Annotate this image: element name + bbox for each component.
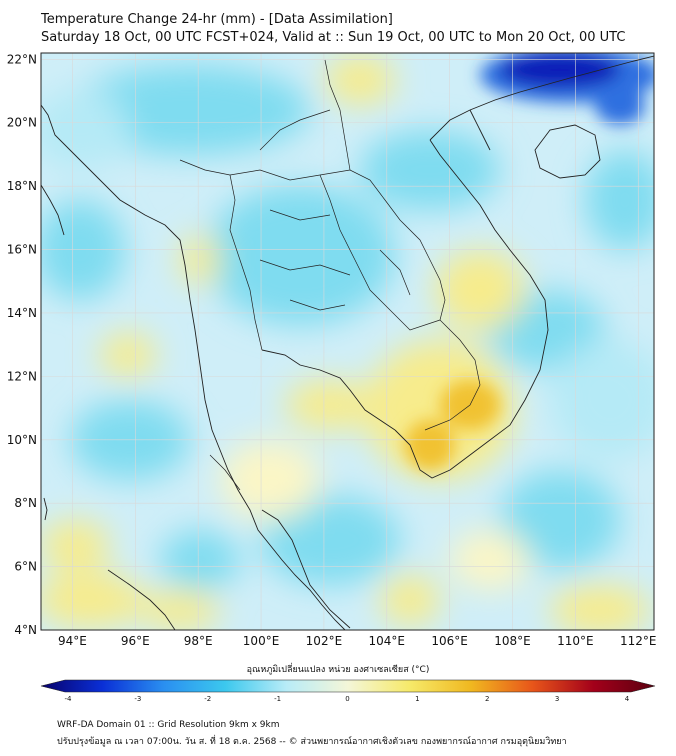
yellow-anomaly-area [380, 575, 440, 625]
province-border [229, 174, 263, 351]
colorbar-tick-label: -3 [134, 695, 141, 703]
yellow-anomaly-area [41, 520, 110, 570]
lat-tick-label: 12°N [7, 369, 37, 383]
coastline [394, 139, 549, 479]
dblue-anomaly-area [500, 53, 620, 88]
map-title: Temperature Change 24-hr (mm) - [Data As… [41, 12, 393, 27]
province-border [319, 174, 441, 331]
colorbar-tick-label: -2 [204, 695, 211, 703]
yellow-anomaly-area [140, 590, 220, 630]
anomaly-blobs [41, 55, 654, 630]
province-border [209, 454, 241, 491]
province-border [324, 59, 351, 171]
yellow-anomaly-area [41, 572, 145, 628]
province-border [289, 299, 346, 311]
yellow-anomaly-area [100, 333, 156, 377]
cyan-anomaly-area [260, 495, 400, 585]
colorbar-tick-label: -1 [274, 695, 281, 703]
model-info: WRF-DA Domain 01 :: Grid Resolution 9km … [57, 720, 280, 730]
lat-tick-label: 18°N [7, 179, 37, 193]
lyellow-anomaly-area [450, 530, 530, 590]
lcyan-anomaly-area [41, 90, 130, 170]
map-subtitle: Saturday 18 Oct, 00 UTC FCST+024, Valid … [41, 30, 626, 45]
lon-tick-label: 94°E [58, 634, 87, 648]
colorbar-tick-label: 4 [625, 695, 630, 703]
coastline [429, 55, 654, 141]
lat-tick-label: 6°N [14, 560, 37, 574]
lat-tick-label: 16°N [7, 243, 37, 257]
coastline [469, 109, 491, 151]
colorbar-tick-label: 3 [555, 695, 559, 703]
colorbar-ticks: -4 -3 -2 -1 0 1 2 3 4 [65, 695, 630, 703]
cyan-anomaly-area [70, 65, 310, 155]
cyan-anomaly-area [500, 470, 620, 570]
admin-boundaries [179, 59, 481, 491]
temperature-field [41, 53, 654, 630]
lon-tick-label: 110°E [557, 634, 594, 648]
lat-tick-label: 14°N [7, 306, 37, 320]
blue-anomaly-area [595, 85, 645, 125]
cyan-anomaly-area [205, 185, 395, 325]
longitude-tick-labels: 94°E 96°E 98°E 100°E 102°E 104°E 106°E 108°E 110… [58, 634, 657, 648]
colorbar-tick-label: 1 [415, 695, 419, 703]
lon-tick-label: 100°E [243, 634, 280, 648]
lcyan-anomaly-area [550, 340, 654, 460]
coastlines-and-borders [41, 55, 654, 630]
province-border [379, 249, 411, 296]
lon-tick-label: 98°E [184, 634, 213, 648]
colorbar-label: อุณหภูมิเปลี่ยนแปลง หน่วย องศาเซลเซียส (… [246, 665, 430, 675]
lat-tick-label: 10°N [7, 433, 37, 447]
province-border [424, 319, 481, 431]
lat-tick-label: 8°N [14, 496, 37, 510]
coastline [41, 104, 346, 630]
colorbar: -4 -3 -2 -1 0 1 2 3 4 [40, 679, 656, 703]
lon-tick-label: 102°E [306, 634, 343, 648]
yellow-anomaly-area [325, 55, 395, 105]
colorbar-bar [40, 679, 656, 693]
lon-tick-label: 112°E [620, 634, 657, 648]
cyan-anomaly-area [360, 130, 500, 210]
lon-tick-label: 96°E [121, 634, 150, 648]
colorbar-tick-label: -4 [65, 695, 73, 703]
cyan-anomaly-area [160, 530, 240, 590]
coastline [43, 497, 48, 521]
colorbar-tick-label: 0 [345, 695, 349, 703]
coastline [534, 124, 601, 179]
update-info: ปรับปรุงข้อมูล ณ เวลา 07:00น. วัน ส. ที่… [57, 737, 567, 747]
lat-tick-label: 22°N [7, 52, 37, 66]
coastline [107, 569, 176, 630]
lat-tick-label: 4°N [14, 623, 37, 637]
province-border [259, 259, 351, 276]
yellow-anomaly-area [435, 250, 525, 330]
yellow-anomaly-area [365, 340, 515, 480]
province-border [179, 159, 446, 321]
plot-frame [40, 52, 655, 631]
yellow-anomaly-area [285, 380, 375, 430]
colorbar-tick-label: 2 [485, 695, 489, 703]
coastline [41, 184, 65, 236]
lon-tick-label: 106°E [431, 634, 468, 648]
cyan-anomaly-area [585, 150, 654, 250]
orange-anomaly-area [405, 420, 455, 470]
province-border [259, 109, 331, 151]
yellow-anomaly-area [180, 235, 220, 285]
lon-tick-label: 108°E [494, 634, 531, 648]
strong-anomalies [405, 53, 654, 470]
latitude-tick-labels: 4°N 6°N 8°N 10°N 12°N 14°N 16°N 18°N 20°N 22°N [7, 52, 37, 637]
lon-tick-label: 104°E [369, 634, 406, 648]
coastline [261, 349, 396, 431]
coastline [261, 509, 351, 629]
cyan-anomaly-area [41, 200, 125, 300]
lyellow-anomaly-area [220, 440, 320, 520]
lat-tick-label: 20°N [7, 116, 37, 130]
yellow-anomaly-area [550, 585, 650, 630]
province-border [269, 209, 331, 221]
